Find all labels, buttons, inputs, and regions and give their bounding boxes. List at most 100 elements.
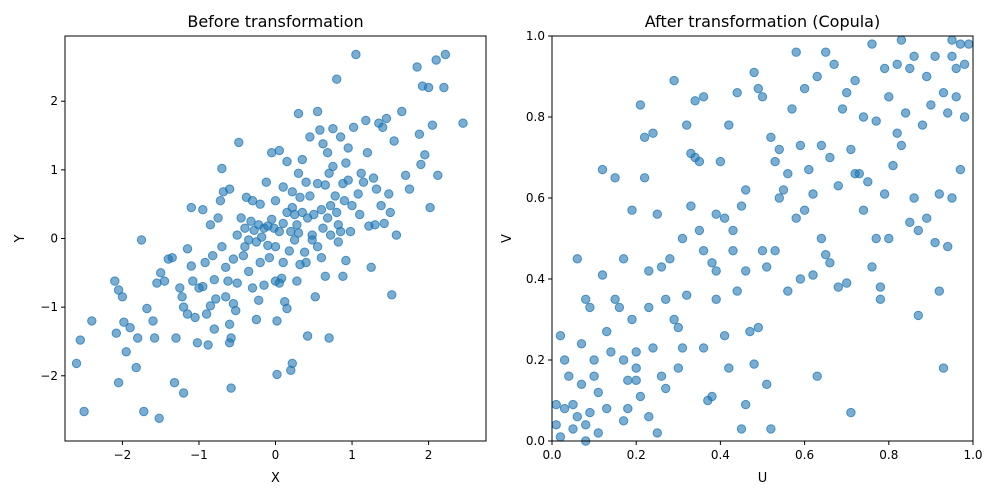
y-tick-label: 0.2: [526, 353, 545, 367]
scatter-point: [955, 164, 966, 175]
scatter-point: [301, 177, 311, 187]
scatter-point: [234, 137, 244, 148]
scatter-point: [139, 406, 149, 417]
scatter-point: [316, 253, 327, 263]
scatter-point: [205, 301, 216, 311]
scatter-point: [198, 281, 208, 292]
scatter-point: [315, 125, 325, 135]
scatter-point: [282, 303, 292, 314]
scatter-point: [610, 173, 620, 183]
scatter-point: [322, 213, 333, 223]
scatter-point: [875, 282, 886, 292]
scatter-point: [770, 246, 780, 256]
scatter-point: [644, 412, 654, 422]
scatter-point: [343, 175, 353, 185]
scatter-point: [821, 250, 831, 260]
scatter-point: [169, 378, 180, 388]
scatter-point: [639, 173, 650, 183]
plot-frame: [551, 35, 974, 442]
scatter-point: [896, 140, 907, 151]
scatter-point: [361, 115, 371, 126]
scatter-point: [274, 145, 284, 156]
scatter-point: [264, 253, 275, 263]
scatter-point: [682, 290, 692, 300]
scatter-point: [152, 278, 162, 288]
x-axis-label: X: [271, 471, 280, 486]
scatter-point: [635, 100, 646, 110]
scatter-point: [858, 112, 869, 122]
scatter-point: [439, 82, 449, 93]
scatter-point: [208, 251, 218, 261]
scatter-point: [795, 140, 806, 151]
scatter-point: [376, 200, 386, 211]
scatter-point: [618, 355, 629, 365]
scatter-point: [282, 156, 292, 167]
scatter-point: [278, 182, 288, 192]
scatter-point: [113, 378, 124, 388]
scatter-point: [175, 283, 185, 293]
scatter-point: [320, 180, 330, 190]
scatter-point: [154, 413, 164, 423]
scatter-point: [913, 310, 923, 321]
y-tick-label: 0.4: [526, 272, 545, 286]
scatter-point: [224, 319, 235, 329]
scatter-point: [673, 363, 683, 373]
scatter-point: [353, 189, 363, 199]
scatter-point: [602, 326, 612, 337]
scatter-point: [287, 187, 297, 197]
scatter-point: [312, 178, 323, 189]
scatter-point: [631, 375, 641, 385]
scatter-point: [732, 88, 742, 98]
scatter-point: [332, 74, 342, 84]
scatter-point: [267, 214, 277, 225]
scatter-point: [821, 47, 831, 57]
scatter-point: [934, 189, 944, 199]
scatter-point: [884, 92, 894, 102]
scatter-point: [371, 184, 382, 194]
scatter-point: [71, 358, 82, 369]
scatter-point: [686, 201, 696, 211]
scatter-point: [305, 191, 315, 201]
scatter-point: [328, 161, 338, 172]
scatter-point: [783, 286, 793, 296]
scatter-point: [606, 347, 616, 357]
scatter-point: [909, 51, 919, 61]
scatter-point: [267, 148, 277, 158]
scatter-point: [753, 322, 763, 333]
y-tick-label: 0: [50, 232, 58, 246]
scatter-point: [900, 108, 911, 118]
scatter-point: [247, 283, 258, 293]
scatter-point: [289, 235, 300, 245]
scatter-point: [190, 312, 200, 323]
scatter-point: [276, 273, 287, 283]
y-tick-label: −1: [40, 300, 58, 314]
scatter-point: [246, 216, 256, 227]
scatter-point: [263, 240, 273, 251]
scatter-point: [182, 244, 193, 254]
scatter-point: [938, 363, 949, 373]
scatter-point: [656, 371, 667, 381]
scatter-point: [362, 148, 373, 158]
scatter-point: [312, 242, 323, 252]
scatter-point: [551, 399, 561, 410]
scatter-point: [381, 113, 392, 124]
scatter-point: [301, 257, 311, 268]
y-tick-label: 1.0: [526, 29, 545, 43]
scatter-point: [310, 292, 320, 302]
scatter-point: [808, 189, 818, 199]
scatter-point: [178, 302, 189, 312]
scatter-point: [585, 407, 595, 418]
scatter-point: [378, 122, 388, 133]
scatter-point: [312, 106, 323, 117]
scatter-point: [576, 379, 587, 389]
scatter-point: [223, 276, 233, 286]
scatter-point: [951, 63, 961, 74]
x-tick-label: 0.6: [795, 448, 814, 462]
scatter-point: [753, 83, 763, 94]
scatter-point: [597, 164, 608, 175]
scatter-point: [951, 92, 961, 102]
scatter-point: [639, 132, 650, 143]
scatter-point: [677, 233, 688, 244]
scatter-point: [79, 406, 89, 417]
